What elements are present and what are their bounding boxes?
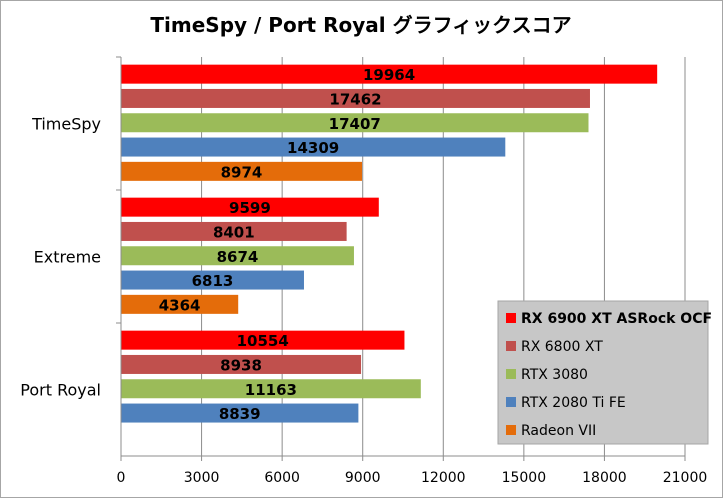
- bars: 19964 17462 17407 14309 8974 9599 8401 8674 6813…: [121, 64, 658, 423]
- data-label: 6813: [192, 272, 234, 290]
- bar: [121, 113, 589, 133]
- legend-swatch: [506, 369, 516, 379]
- bar: [121, 161, 363, 181]
- bar: [121, 246, 354, 266]
- data-label: 17407: [329, 115, 381, 133]
- data-label: 14309: [287, 139, 339, 157]
- bar: [121, 221, 347, 241]
- data-label: 9599: [229, 199, 271, 217]
- x-tick-label: 21000: [663, 470, 708, 486]
- x-tick-label: 6000: [264, 470, 300, 486]
- bar: [121, 354, 362, 374]
- data-label: 17462: [329, 90, 381, 108]
- data-label: 10554: [237, 332, 289, 350]
- category-label: Extreme: [34, 248, 101, 267]
- bar: [121, 88, 590, 108]
- bar: [121, 137, 506, 157]
- data-label: 11163: [245, 381, 297, 399]
- legend-entry: RTX 2080 Ti FE: [521, 395, 626, 411]
- x-tick-label: 0: [117, 470, 126, 486]
- data-label: 8974: [221, 163, 263, 181]
- legend-entry: RX 6800 XT: [521, 339, 603, 355]
- data-label: 8938: [220, 356, 262, 374]
- bar: [121, 294, 239, 314]
- data-label: 8674: [217, 248, 259, 266]
- x-tick-label: 12000: [421, 470, 466, 486]
- bar: [121, 270, 304, 290]
- data-label: 19964: [363, 66, 415, 84]
- x-tick-label: 15000: [502, 470, 547, 486]
- category-label: Port Royal: [20, 381, 101, 400]
- legend-swatch: [506, 341, 516, 351]
- chart-title: TimeSpy / Port Royal グラフィックスコア: [150, 13, 571, 37]
- bar: [121, 330, 405, 350]
- legend-box: [497, 300, 709, 445]
- bar: [121, 64, 658, 84]
- data-label: 8401: [213, 223, 255, 241]
- x-tick-label: 9000: [345, 470, 381, 486]
- x-tick-label: 3000: [184, 470, 220, 486]
- legend-entry: RX 6900 XT ASRock OCF: [521, 311, 712, 327]
- axes: 0 3000 6000 9000 12000 15000 18000 21000 TimeSpy…: [20, 56, 708, 486]
- bar: [121, 197, 379, 217]
- bar: [121, 403, 359, 423]
- legend-swatch: [506, 425, 516, 435]
- legend-entry: Radeon VII: [521, 423, 596, 439]
- legend: RX 6900 XT ASRock OCF RX 6800 XT RTX 3080 R…: [497, 300, 712, 445]
- x-tick-label: 18000: [582, 470, 627, 486]
- bar: [121, 379, 421, 399]
- legend-swatch: [506, 397, 516, 407]
- data-label: 8839: [219, 405, 261, 423]
- legend-swatch: [506, 313, 516, 323]
- legend-entry: RTX 3080: [521, 367, 588, 383]
- category-label: TimeSpy: [31, 115, 101, 134]
- data-label: 4364: [159, 296, 201, 314]
